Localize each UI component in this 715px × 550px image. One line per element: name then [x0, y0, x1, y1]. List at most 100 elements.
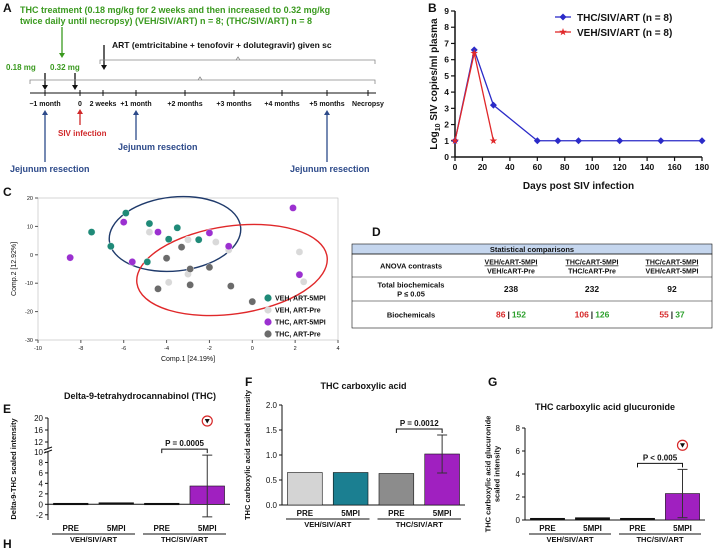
point [205, 229, 214, 237]
significance-bracket [395, 428, 443, 433]
x-tick-label: 5MPI [433, 509, 452, 518]
table-cell: 92 [667, 284, 677, 294]
point [295, 248, 304, 256]
outlier-ring [201, 415, 213, 427]
y-tick-label: 0.0 [266, 501, 278, 510]
x-tick-label: 0 [251, 346, 254, 352]
point [122, 209, 130, 217]
point [154, 228, 162, 236]
table-header: VEH/cART-5MPI [646, 269, 699, 276]
y-tick-label: -30 [25, 338, 33, 344]
group-label: THC/SIV/ART [636, 535, 684, 544]
table-header: VEH/cART-Pre [487, 269, 535, 276]
arrow-head [77, 109, 83, 114]
x-tick-label: PRE [154, 524, 171, 533]
point [184, 235, 192, 244]
group-label: VEH/SIV/ART [304, 520, 352, 529]
point [224, 242, 233, 251]
timeline-label: +1 month [120, 101, 151, 108]
marker [489, 136, 498, 145]
panel-label: A [3, 1, 12, 15]
y-tick-label: 1.0 [266, 451, 278, 460]
panel-label: F [245, 375, 252, 389]
x-tick-label: PRE [388, 509, 405, 518]
x-tick-label: -8 [78, 346, 83, 352]
timeline-label: +4 months [264, 101, 299, 108]
p-value: P < 0.005 [643, 453, 678, 462]
table-header: ANOVA contrasts [380, 262, 442, 271]
chart-title: THC carboxylic acid glucuronide [535, 402, 675, 412]
point [164, 235, 173, 243]
group-label: THC/SIV/ART [161, 535, 209, 544]
cell-value: 86 [496, 310, 506, 320]
table-frame [351, 253, 713, 329]
outlier-ring [676, 439, 689, 451]
cell-separator: | [591, 310, 593, 320]
x-tick-label: 140 [640, 162, 654, 172]
marker [698, 137, 706, 145]
y-axis-label-part: SIV copies/ml plasma [429, 18, 440, 123]
point [186, 265, 194, 273]
bar [530, 517, 565, 521]
panel-label: H [3, 537, 12, 550]
brace [235, 56, 241, 61]
y-axis-label: scaled intensity [493, 445, 502, 502]
group-label: VEH/SIV/ART [70, 535, 118, 544]
arrow-head [59, 53, 65, 58]
marker [559, 13, 567, 21]
cell-value: 152 [512, 310, 526, 320]
y-tick-label: 3 [444, 103, 449, 113]
plot-frame [37, 197, 339, 341]
point [66, 253, 74, 262]
y-tick-label: 4 [39, 479, 44, 488]
group-ellipse [136, 223, 328, 317]
bar [332, 472, 369, 506]
panel-label: C [3, 185, 12, 199]
chart-title: Delta-9-tetrahydrocannabinol (THC) [64, 391, 216, 401]
y-tick-label: 20 [27, 196, 33, 202]
x-tick-label: PRE [297, 509, 314, 518]
marker [657, 137, 665, 145]
table-cell: 55 | 37 [659, 310, 685, 320]
x-tick-label: PRE [539, 524, 556, 533]
y-tick-label: 1.5 [266, 426, 278, 435]
point [194, 235, 203, 244]
cell-value: 37 [675, 310, 685, 320]
y-tick-label: 0 [30, 253, 33, 259]
legend-swatch [264, 318, 272, 326]
y-tick-label: 1 [444, 136, 449, 146]
panel-label: D [372, 225, 381, 239]
x-tick-label: 20 [478, 162, 488, 172]
y-tick-label: 4 [444, 87, 449, 97]
table-cell: 232 [585, 284, 599, 294]
y-tick-label: 7 [444, 38, 449, 48]
y-tick-label: -10 [25, 281, 33, 287]
y-tick-label: 12 [34, 438, 43, 447]
y-axis-label: THC carboxylic acid scaled intensity [243, 389, 252, 520]
cell-value: 55 [659, 310, 669, 320]
bar [620, 517, 655, 521]
y-axis-label-part: 10 [435, 123, 442, 131]
cell-separator: | [507, 310, 509, 320]
significance-bracket [637, 462, 683, 468]
panel-label: B [428, 1, 437, 15]
group-label: VEH/SIV/ART [546, 535, 594, 544]
y-tick-label: 6 [516, 447, 521, 456]
x-tick-label: PRE [629, 524, 646, 533]
y-tick-label: 5 [444, 71, 449, 81]
timeline-label: −1 month [29, 101, 60, 108]
group-ellipse [108, 195, 242, 273]
art-text: ART (emtricitabine + tenofovir + doluteg… [112, 40, 332, 50]
brace [99, 59, 376, 64]
y-tick-label: 0.5 [266, 476, 278, 485]
point [186, 281, 194, 289]
marker [533, 137, 541, 145]
x-axis-label: Comp.1 [24.19%] [161, 356, 215, 363]
marker [489, 101, 497, 109]
legend-label: THC/SIV/ART (n = 8) [577, 13, 672, 24]
cell-value: 106 [575, 310, 589, 320]
arrow-head [72, 85, 78, 90]
x-tick-label: 5MPI [673, 524, 692, 533]
x-tick-label: 120 [613, 162, 627, 172]
y-tick-label: 16 [34, 426, 43, 435]
